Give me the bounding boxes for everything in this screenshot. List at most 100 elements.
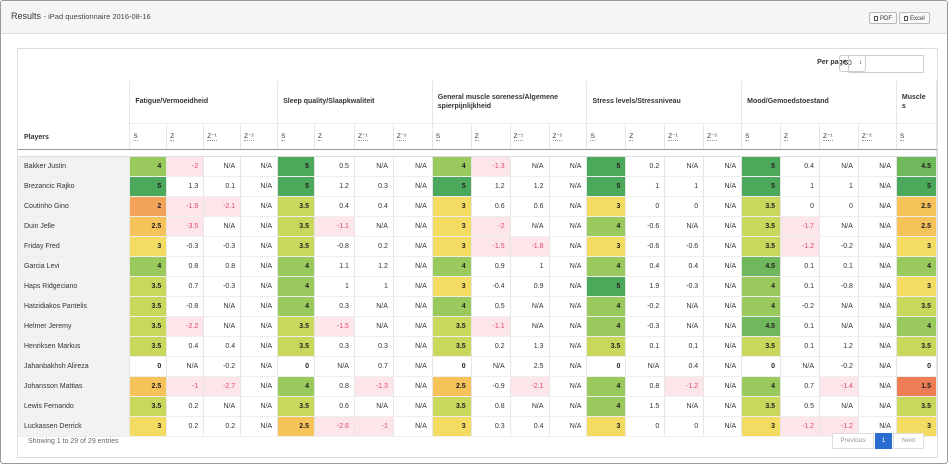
score-cell: 3.5 [277, 316, 316, 337]
title-text: Results [11, 11, 42, 21]
z-score-cell: N/A [240, 196, 279, 217]
z-score-cell: N/A [549, 336, 588, 357]
score-cell: 3.5 [432, 396, 472, 417]
player-name: Lewis Fernando [18, 396, 131, 417]
sub-column-header[interactable]: Z⁻² [703, 123, 743, 150]
sub-column-label: S [590, 132, 595, 141]
sub-column-header[interactable]: Z⁻¹ [354, 123, 394, 150]
sub-column-header[interactable]: Z⁻¹ [510, 123, 550, 150]
z-score-cell: -2 [471, 216, 511, 237]
z-score-cell: N/A [354, 316, 394, 337]
score-cell: 5 [586, 276, 627, 297]
excel-export-button[interactable]: Excel [899, 12, 930, 24]
z-score-cell: 0.6 [510, 196, 550, 217]
score-cell: 2.5 [896, 216, 937, 237]
score-cell: 1.5 [896, 376, 937, 397]
sub-column-header[interactable]: Z⁻² [240, 123, 279, 150]
z-score-cell: N/A [664, 396, 705, 417]
sub-column-header[interactable]: Z⁻² [393, 123, 433, 150]
sub-column-header[interactable]: Z⁻¹ [203, 123, 242, 150]
search-input[interactable] [848, 55, 924, 73]
sub-column-header[interactable]: Z [314, 123, 355, 150]
score-cell: 4 [277, 276, 316, 297]
sub-column-header[interactable]: Z [625, 123, 666, 150]
score-cell: 4 [277, 296, 316, 317]
score-cell: 3 [741, 416, 782, 437]
z-score-cell: -1.5 [471, 236, 511, 257]
score-cell: 5 [129, 176, 168, 197]
sub-column-header[interactable]: S [741, 123, 782, 150]
players-header[interactable]: Players [18, 81, 131, 150]
document-icon [874, 16, 878, 21]
spacer-row [18, 149, 937, 157]
z-score-cell: -0.3 [625, 316, 666, 337]
sub-column-label: Z [170, 132, 175, 141]
z-score-cell: N/A [703, 156, 743, 177]
next-page-button[interactable]: Next [893, 433, 924, 449]
table-row: Lewis Fernando 3.5 0.2 N/A N/A 3.5 0.6 N/A N/A 3.… [18, 396, 937, 417]
sub-column-label: S [133, 132, 138, 141]
sub-column-header[interactable]: S [586, 123, 627, 150]
z-score-cell: 0.3 [314, 296, 355, 317]
z-score-cell: 0.2 [166, 416, 205, 437]
sub-column-header[interactable]: Z [166, 123, 205, 150]
z-score-cell: N/A [549, 376, 588, 397]
sub-column-header[interactable]: S [129, 123, 168, 150]
z-score-cell: N/A [858, 296, 897, 317]
z-score-cell: N/A [393, 236, 433, 257]
z-score-cell: 0.4 [166, 336, 205, 357]
z-score-cell: N/A [858, 216, 897, 237]
sub-column-label: Z⁻¹ [822, 133, 833, 141]
score-cell: 3 [129, 236, 168, 257]
sub-column-header[interactable]: Z⁻¹ [664, 123, 705, 150]
sub-column-header[interactable]: S [896, 123, 937, 150]
z-score-cell: N/A [703, 336, 743, 357]
current-page-button[interactable]: 1 [875, 433, 892, 449]
z-score-cell: 1 [819, 176, 859, 197]
z-score-cell: 0.1 [203, 176, 242, 197]
z-score-cell: N/A [664, 156, 705, 177]
table-row: Luckassen Derrick 3 0.2 0.2 N/A 2.5 -2.6 -1 N/A 3… [18, 416, 937, 437]
z-score-cell: -0.3 [203, 236, 242, 257]
sub-column-header[interactable]: Z [471, 123, 511, 150]
previous-page-button[interactable]: Previous [832, 433, 874, 449]
score-cell: 3.5 [896, 336, 937, 357]
z-score-cell: N/A [393, 396, 433, 417]
score-cell: 3 [586, 196, 627, 217]
z-score-cell: -0.6 [664, 236, 705, 257]
sub-column-header[interactable]: Z⁻² [858, 123, 897, 150]
z-score-cell: 1.2 [354, 256, 394, 277]
pdf-label: PDF [880, 16, 892, 22]
z-score-cell: N/A [240, 216, 279, 237]
table-row: Garcia Levi 4 0.8 0.8 N/A 4 1.1 1.2 N/A 4 0.9 1 N/A 4… [18, 256, 937, 277]
z-score-cell: 0.2 [166, 396, 205, 417]
score-cell: 0 [432, 356, 472, 377]
z-score-cell: -1.2 [780, 236, 820, 257]
sub-column-header[interactable]: S [277, 123, 316, 150]
z-score-cell: 0.4 [510, 416, 550, 437]
z-score-cell: -2.1 [203, 196, 242, 217]
z-score-cell: N/A [549, 356, 588, 377]
z-score-cell: -0.4 [471, 276, 511, 297]
z-score-cell: N/A [858, 356, 897, 377]
sub-column-header[interactable]: Z⁻² [549, 123, 588, 150]
z-score-cell: 0.9 [510, 276, 550, 297]
z-score-cell: 0.7 [354, 356, 394, 377]
z-score-cell: 1.5 [625, 396, 666, 417]
z-score-cell: -0.6 [625, 236, 666, 257]
sub-column-label: Z⁻¹ [357, 133, 368, 141]
sub-column-header[interactable]: Z⁻¹ [819, 123, 859, 150]
sub-column-header[interactable]: Z [780, 123, 820, 150]
player-name: Coutinho Gino [18, 196, 131, 217]
z-score-cell: N/A [858, 176, 897, 197]
pdf-export-button[interactable]: PDF [869, 12, 897, 24]
sub-column-header[interactable]: S [432, 123, 472, 150]
z-score-cell: N/A [240, 376, 279, 397]
z-score-cell: 0.1 [625, 336, 666, 357]
z-score-cell: 0.4 [354, 196, 394, 217]
excel-label: Excel [910, 16, 925, 22]
z-score-cell: 0.8 [471, 396, 511, 417]
z-score-cell: N/A [858, 156, 897, 177]
score-cell: 3.5 [896, 296, 937, 317]
z-score-cell: -0.9 [471, 376, 511, 397]
